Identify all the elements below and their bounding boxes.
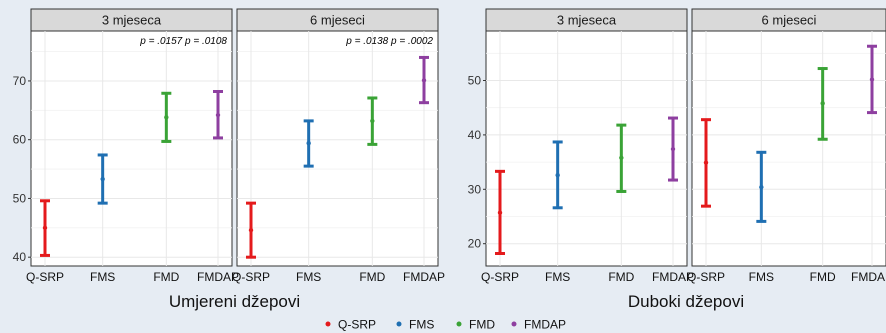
y-tick-label: 50 <box>13 191 27 205</box>
p-value-annotation: p = .0157 p = .0108 <box>139 36 227 47</box>
mean-point-q-srp <box>248 227 254 233</box>
mean-point-fmd <box>370 118 375 124</box>
x-tick-label: Q-SRP <box>26 270 64 284</box>
panel-background <box>236 30 439 267</box>
x-tick-label: FMDAP <box>652 270 694 284</box>
x-tick-label: FMD <box>608 270 634 284</box>
mean-point-q-srp <box>42 225 48 231</box>
mean-point-q-srp <box>703 160 709 165</box>
mean-point-fms <box>100 176 105 182</box>
p-value-annotation: p = .0138 p = .0002 <box>345 36 433 47</box>
legend-label: FMS <box>409 318 434 332</box>
x-tick-label: FMD <box>153 270 179 284</box>
x-tick-label: FMD <box>810 270 836 284</box>
x-tick-label: FMDAP <box>403 270 445 284</box>
mean-point-fmdap <box>421 78 427 83</box>
panel-strip-label: 6 mjeseci <box>762 13 817 28</box>
mean-point-fmd <box>820 101 825 106</box>
x-tick-label: Q-SRP <box>687 270 725 284</box>
y-tick-label: 40 <box>13 250 27 264</box>
panel-strip-label: 6 mjeseci <box>310 13 365 28</box>
panel-background <box>30 30 233 267</box>
mean-point-fmdap <box>670 146 676 152</box>
legend-marker-fmd <box>456 321 462 327</box>
group-title: Duboki džepovi <box>628 292 744 311</box>
panel-strip-label: 3 mjeseca <box>102 13 162 28</box>
y-tick-label: 30 <box>468 182 482 196</box>
x-tick-label: FMS <box>296 270 321 284</box>
panel-strip-label: 3 mjeseca <box>557 13 617 28</box>
legend-marker-fms <box>396 321 402 327</box>
legend-label: FMD <box>469 318 495 332</box>
y-tick-label: 60 <box>13 133 27 147</box>
y-tick-label: 70 <box>13 74 27 88</box>
mean-point-fms <box>306 141 311 146</box>
x-tick-label: FMS <box>545 270 570 284</box>
legend-marker-fmdap <box>511 321 517 327</box>
mean-point-fmd <box>619 155 624 160</box>
x-tick-label: FMDAP <box>851 270 886 284</box>
y-tick-label: 20 <box>468 237 482 251</box>
legend-label: FMDAP <box>524 318 566 332</box>
x-tick-label: Q-SRP <box>481 270 519 284</box>
group-title: Umjereni džepovi <box>169 292 300 311</box>
x-tick-label: FMS <box>90 270 115 284</box>
panel-background <box>691 30 886 267</box>
mean-point-fms <box>555 172 560 178</box>
legend-label: Q-SRP <box>338 318 376 332</box>
mean-point-fmd <box>164 115 169 120</box>
mean-point-fmdap <box>215 112 221 118</box>
legend-marker-q-srp <box>325 321 331 327</box>
y-tick-label: 50 <box>468 74 482 88</box>
mean-point-q-srp <box>497 210 503 215</box>
mean-point-fmdap <box>869 77 875 82</box>
x-tick-label: Q-SRP <box>232 270 270 284</box>
x-tick-label: FMS <box>749 270 774 284</box>
panel-background <box>485 30 688 267</box>
x-tick-label: FMDAP <box>197 270 239 284</box>
mean-point-fms <box>759 184 764 190</box>
y-tick-label: 40 <box>468 128 482 142</box>
x-tick-label: FMD <box>359 270 385 284</box>
